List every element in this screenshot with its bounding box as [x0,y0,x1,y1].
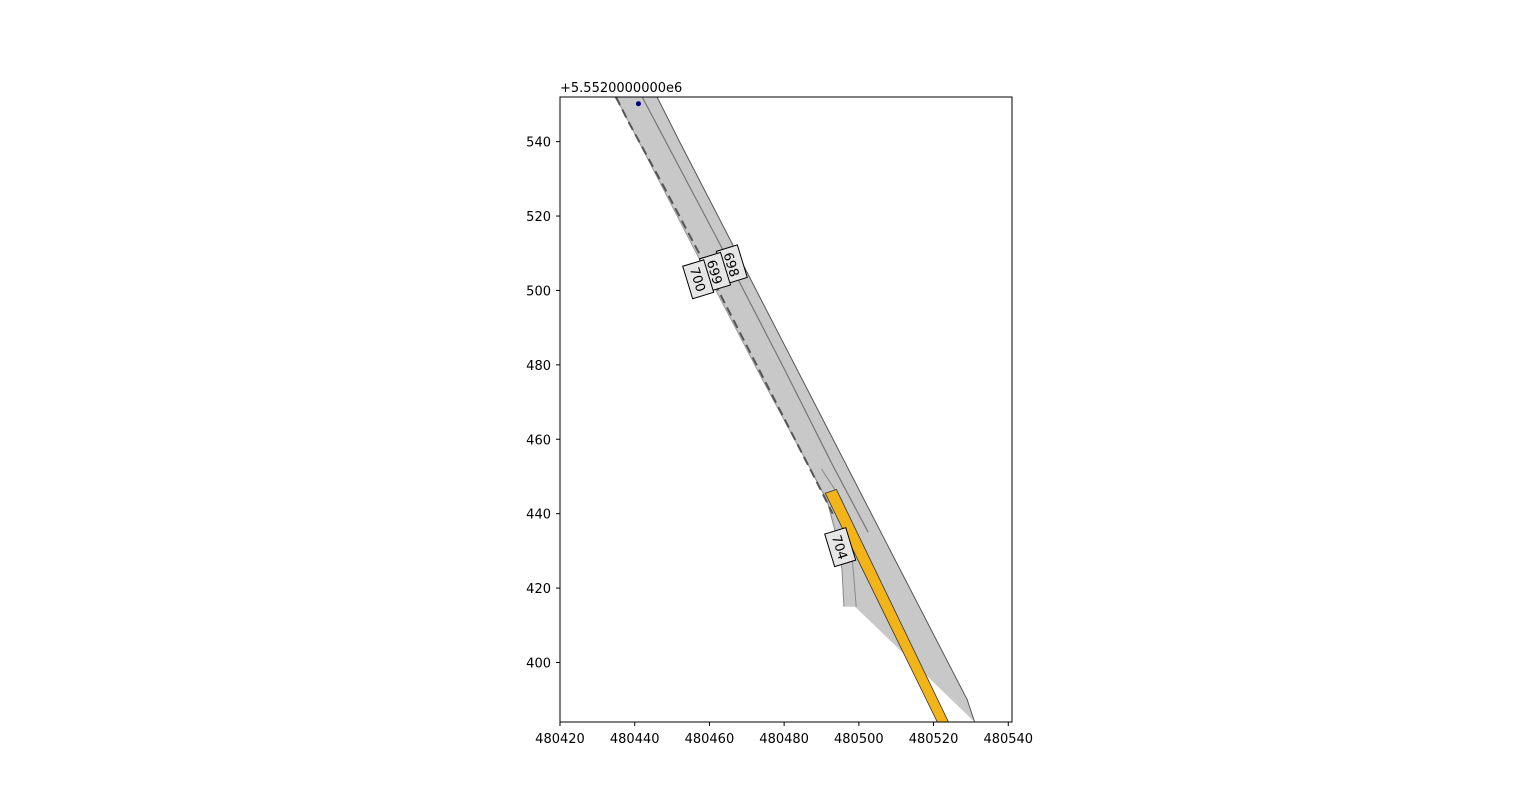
y-tick-label: 420 [526,582,551,597]
y-tick-label: 400 [526,656,551,671]
lane-divider-solid-1 [641,97,869,533]
lane-label-700: 700 [682,259,715,300]
road-right-edge [656,97,976,722]
highlight-lane [824,489,949,722]
x-tick-label: 480420 [535,732,585,747]
y-tick-label: 520 [526,210,551,225]
lane-label-box [682,259,715,300]
ramp-band [810,469,857,607]
axes-frame [559,96,1013,723]
y-tick-label: 540 [526,136,551,151]
axis-offset-label: +5.5520000000e6 [560,81,682,96]
x-tick-label: 480520 [909,732,959,747]
road-left-edge [614,97,856,607]
x-tick-label: 480460 [685,732,735,747]
y-axis: 400 420 440 460 480 500 520 540 [526,136,560,671]
x-axis: 480420 480440 480460 480480 480500 480520 4805… [535,722,1033,747]
y-tick-label: 460 [526,433,551,448]
x-tick-label: 480540 [983,732,1033,747]
lane-label-704: 704 [824,527,857,568]
x-tick-label: 480480 [759,732,809,747]
y-tick-label: 440 [526,508,551,523]
y-tick-label: 480 [526,359,551,374]
position-marker [635,101,641,107]
road-band [614,97,975,722]
lane-divider-dashed-0 [615,97,834,515]
x-tick-label: 480440 [610,732,660,747]
lane-label-text: 704 [828,533,850,561]
x-tick-label: 480500 [834,732,884,747]
lane-label-box [824,527,857,568]
y-tick-label: 500 [526,284,551,299]
lane-label-text: 700 [686,266,708,294]
